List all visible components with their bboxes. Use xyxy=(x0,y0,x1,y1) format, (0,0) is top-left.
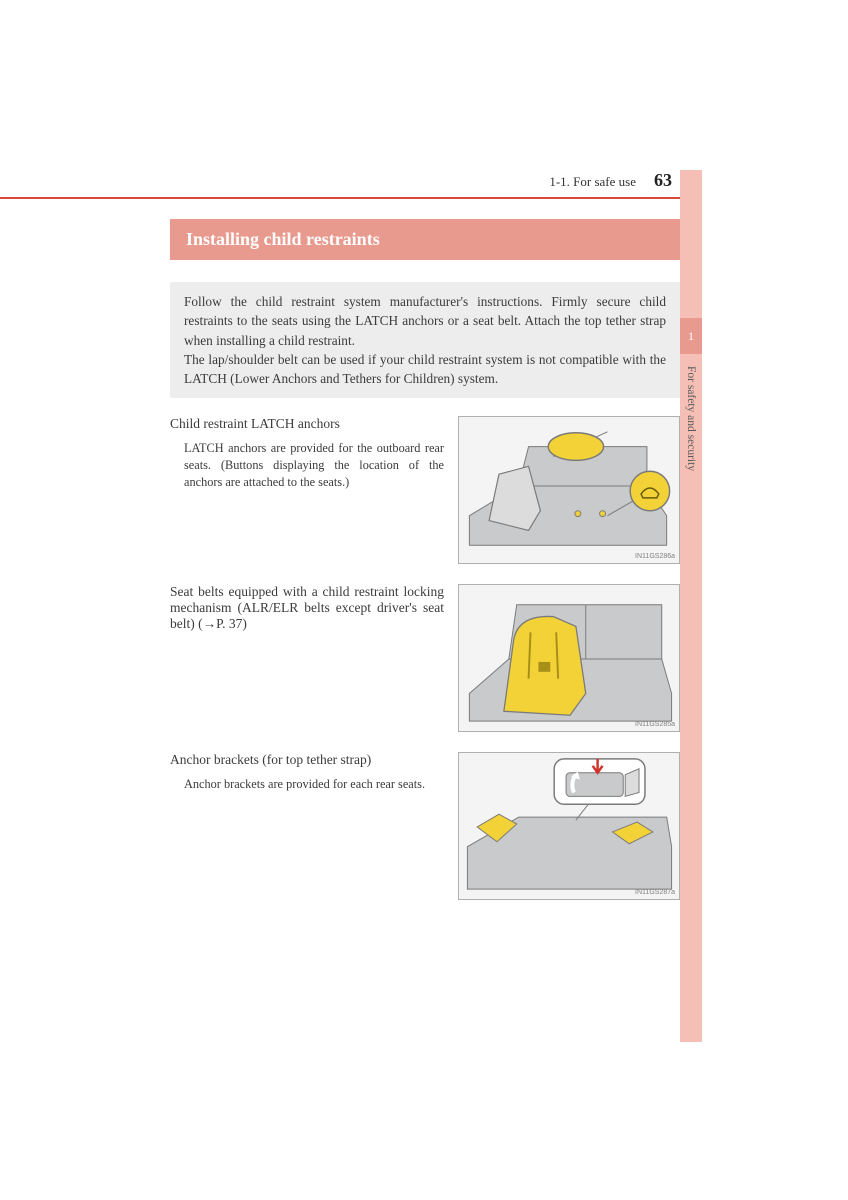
page-header: 1-1. For safe use 63 xyxy=(170,170,680,191)
entry-body: LATCH anchors are provided for the outbo… xyxy=(170,440,444,490)
header-rule xyxy=(0,197,680,199)
entry-latch-anchors: Child restraint LATCH anchors LATCH anch… xyxy=(170,416,680,564)
page-title: Installing child restraints xyxy=(186,229,380,249)
figure-code: IN11GS287a xyxy=(635,889,675,896)
entry-text: Anchor brackets (for top tether strap) A… xyxy=(170,752,444,900)
entry-heading: Anchor brackets (for top tether strap) xyxy=(170,752,444,768)
chapter-title: For safety and security xyxy=(685,366,697,471)
intro-paragraph-1: Follow the child restraint system manufa… xyxy=(184,292,666,350)
entry-anchor-brackets: Anchor brackets (for top tether strap) A… xyxy=(170,752,680,900)
entry-text: Child restraint LATCH anchors LATCH anch… xyxy=(170,416,444,564)
anchor-brackets-illustration xyxy=(459,753,679,899)
side-tab-spacer-top xyxy=(680,170,702,318)
figure-seat-belts: IN11GS285a xyxy=(458,584,680,732)
side-tab-chapter-title-strip: For safety and security xyxy=(680,354,702,1042)
side-tab: 1 For safety and security xyxy=(680,170,702,1042)
entry-seat-belts: Seat belts equipped with a child restrai… xyxy=(170,584,680,732)
section-label: 1-1. For safe use xyxy=(549,174,636,190)
page-content: 1-1. For safe use 63 Installing child re… xyxy=(170,170,680,920)
intro-paragraph-2: The lap/shoulder belt can be used if you… xyxy=(184,350,666,389)
side-tab-chapter-number: 1 xyxy=(680,318,702,354)
seat-belts-illustration xyxy=(459,585,679,731)
page-title-banner: Installing child restraints xyxy=(170,219,680,260)
figure-latch-anchors: IN11GS286a xyxy=(458,416,680,564)
entry-text: Seat belts equipped with a child restrai… xyxy=(170,584,444,732)
intro-box: Follow the child restraint system manufa… xyxy=(170,282,680,398)
figure-code: IN11GS285a xyxy=(635,721,675,728)
entry-heading: Child restraint LATCH anchors xyxy=(170,416,444,432)
figure-code: IN11GS286a xyxy=(635,553,675,560)
entry-heading: Seat belts equipped with a child restrai… xyxy=(170,584,444,632)
figure-anchor-brackets: IN11GS287a xyxy=(458,752,680,900)
latch-anchors-illustration xyxy=(459,417,679,563)
chapter-number: 1 xyxy=(688,329,694,344)
page-number: 63 xyxy=(654,170,672,191)
entry-body: Anchor brackets are provided for each re… xyxy=(170,776,444,793)
